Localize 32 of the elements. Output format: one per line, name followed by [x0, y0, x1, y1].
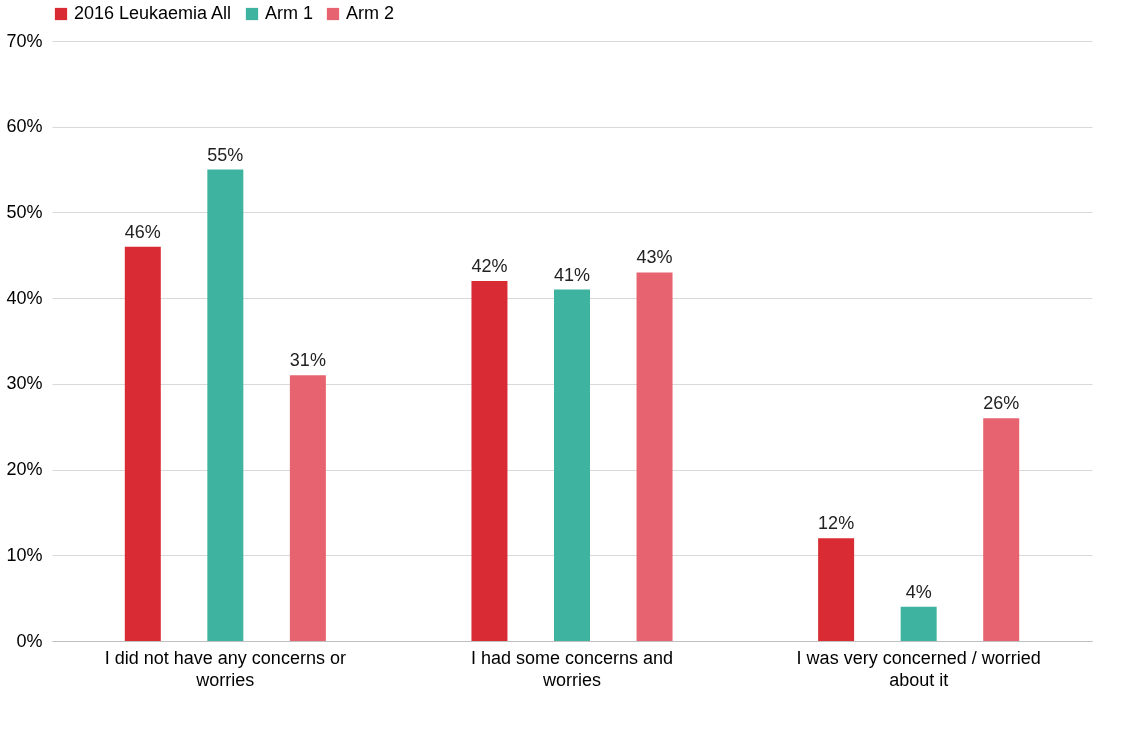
bar: [554, 289, 590, 641]
bar: [471, 281, 508, 641]
bar: [818, 538, 855, 641]
bar: [983, 418, 1020, 641]
data-label: 31%: [289, 350, 326, 371]
data-label: 55%: [207, 144, 244, 165]
data-label: 4%: [905, 581, 932, 602]
data-label: 41%: [553, 264, 591, 285]
legend-label: Arm 1: [265, 3, 314, 23]
x-tick-label: I was very concerned / worried about it: [796, 647, 1041, 690]
data-label: 26%: [983, 393, 1020, 414]
bar: [124, 246, 161, 641]
bar: [900, 606, 937, 641]
y-tick-label: 70%: [6, 30, 43, 51]
data-label: 42%: [471, 256, 508, 276]
y-tick-label: 30%: [6, 373, 43, 394]
y-tick-label: 20%: [6, 459, 43, 480]
y-tick-label: 50%: [6, 201, 43, 222]
bar: [636, 272, 673, 641]
x-tick-label: I had some concerns and worries: [470, 647, 674, 690]
y-tick-label: 40%: [6, 287, 43, 308]
y-tick-label: 10%: [6, 544, 43, 565]
y-tick-label: 60%: [6, 116, 43, 137]
bar: [289, 375, 326, 641]
data-label: 43%: [636, 247, 673, 268]
data-label: 12%: [818, 513, 855, 534]
legend-label: Arm 2: [346, 3, 395, 23]
bar: [207, 169, 244, 641]
legend-label: 2016 Leukaemia All: [74, 3, 232, 23]
x-tick-label: I did not have any concerns or worries: [104, 647, 346, 690]
data-label: 46%: [124, 221, 161, 242]
y-tick-label: 0%: [16, 630, 43, 651]
